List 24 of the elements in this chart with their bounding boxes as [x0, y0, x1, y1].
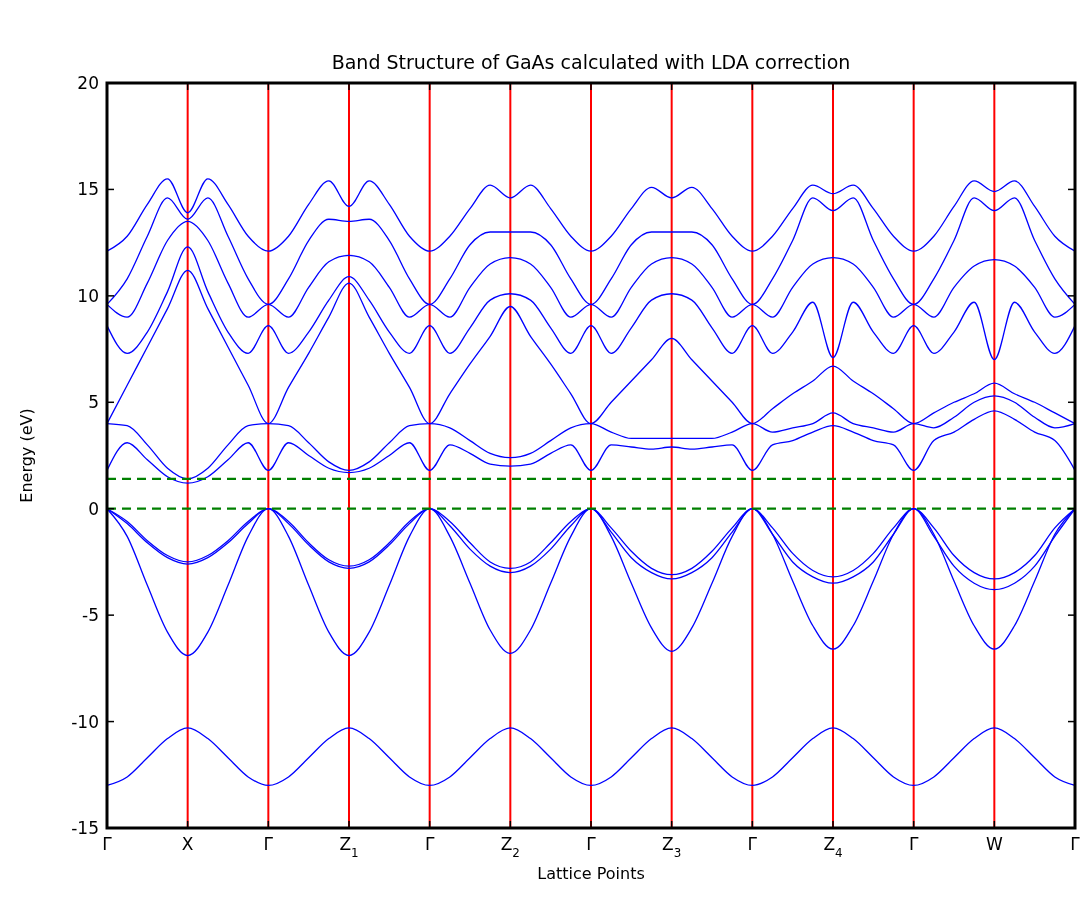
x-tick-label: Γ	[102, 834, 113, 854]
y-tick-label: -15	[71, 817, 99, 838]
y-tick-label: 15	[77, 179, 99, 200]
x-tick-label: X	[181, 834, 194, 854]
y-tick-label: 5	[88, 392, 99, 413]
x-tick-label: Z$_{1}$	[339, 834, 359, 860]
y-axis-title: Energy (eV)	[17, 408, 36, 503]
chart-title: Band Structure of GaAs calculated with LDA correction	[331, 51, 851, 73]
x-tick-label: Z$_{4}$	[823, 834, 843, 860]
x-axis-title: Lattice Points	[537, 864, 645, 883]
x-tick-label: Γ	[586, 834, 597, 854]
y-tick-label: 0	[88, 498, 99, 519]
x-tick-label: Z$_{2}$	[500, 834, 520, 860]
y-tick-label: 10	[77, 285, 99, 306]
x-tick-label: Z$_{3}$	[662, 834, 682, 860]
y-tick-label: -10	[71, 711, 99, 732]
y-tick-label: -5	[82, 605, 99, 626]
x-tick-label: Γ	[908, 834, 919, 854]
x-tick-label: Γ	[747, 834, 758, 854]
x-tick-label: Γ	[424, 834, 435, 854]
x-tick-label: Γ	[1070, 834, 1081, 854]
y-tick-label: 20	[77, 72, 99, 93]
x-tick-label: W	[985, 834, 1003, 854]
x-tick-label: Γ	[263, 834, 274, 854]
